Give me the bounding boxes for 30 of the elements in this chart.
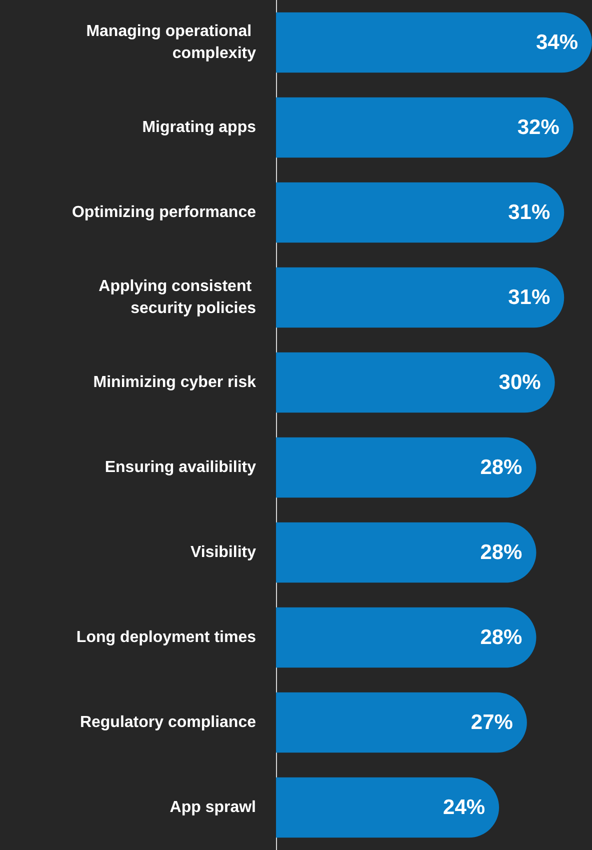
- y-tick-label: App sprawl: [170, 799, 256, 816]
- bar: [276, 267, 564, 328]
- data-label: 31%: [508, 201, 550, 224]
- bar: [276, 607, 536, 668]
- data-label: 28%: [480, 456, 523, 479]
- y-tick-label: Minimizing cyber risk: [93, 374, 256, 391]
- data-label: 24%: [443, 796, 486, 819]
- y-tick-label: Applying consistent security policies: [98, 278, 256, 317]
- data-label: 28%: [480, 541, 523, 564]
- bar: [276, 437, 536, 498]
- bar: [276, 182, 564, 243]
- bar: [276, 352, 555, 413]
- y-tick-label: Ensuring availibility: [104, 459, 256, 476]
- data-label: 28%: [480, 626, 523, 649]
- y-tick-label: Regulatory compliance: [80, 714, 256, 731]
- y-tick-label: Long deployment times: [76, 629, 256, 646]
- data-label: 30%: [498, 371, 542, 394]
- bar: [276, 522, 536, 583]
- y-tick-label: Migrating apps: [142, 119, 256, 136]
- bar: [276, 97, 574, 158]
- y-tick-label: Visibility: [190, 544, 256, 561]
- y-tick-label: Optimizing performance: [72, 204, 256, 221]
- bar: [276, 12, 592, 73]
- data-label: 27%: [470, 711, 514, 734]
- y-tick-label: Managing operational complexity: [86, 23, 256, 62]
- bar: [276, 692, 527, 753]
- data-label: 32%: [517, 116, 560, 139]
- bar: [276, 777, 500, 838]
- data-label: 34%: [536, 31, 578, 54]
- data-label: 31%: [508, 286, 550, 309]
